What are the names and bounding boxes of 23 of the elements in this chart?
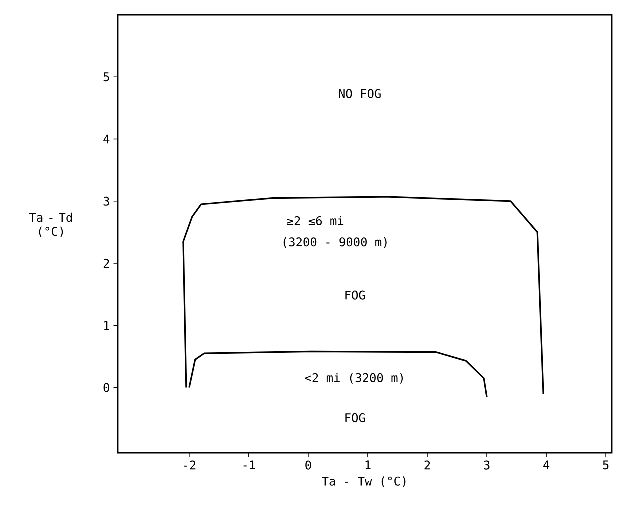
x-tick-label: -1 — [244, 460, 256, 470]
y-tick-label: 0 — [104, 383, 110, 392]
x-axis-title: Ta - Tw (°C) — [322, 476, 406, 488]
y-tick-label: 2 — [104, 259, 110, 268]
y-tick-label: 5 — [104, 72, 110, 82]
y-axis-title: Ta - Td (°C) — [29, 212, 72, 238]
annotation: NO FOG — [339, 89, 381, 98]
x-tick-label: 4 — [544, 460, 550, 470]
x-tick-label: 0 — [306, 460, 312, 470]
y-tick-label: 3 — [104, 196, 110, 206]
x-tick-label: 3 — [484, 460, 490, 470]
annotation: <2 mi (3200 m) — [305, 373, 403, 384]
line-series — [182, 196, 544, 395]
annotation: FOG — [346, 290, 366, 300]
x-tick-label: -2 — [184, 460, 196, 470]
y-tick-label: 1 — [104, 321, 110, 330]
annotation: ≥2 ≤6 mi — [287, 216, 344, 226]
annotation: FOG — [346, 413, 366, 422]
x-tick-label: 5 — [603, 460, 609, 470]
x-tick-label: 2 — [424, 460, 430, 470]
x-tick-label: 1 — [366, 460, 371, 470]
y-tick-label: 4 — [104, 134, 110, 144]
annotation: (3200 - 9000 m) — [284, 237, 387, 248]
